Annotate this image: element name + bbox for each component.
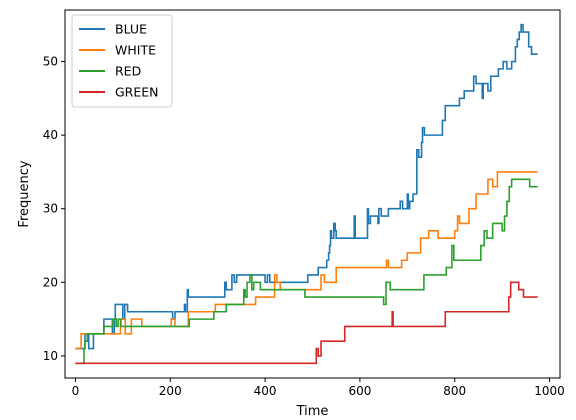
series-layer <box>75 23 538 365</box>
plot-frame <box>64 9 561 379</box>
x-tick-label: 800 <box>443 384 466 398</box>
series-line-red <box>75 178 538 365</box>
series-line-green <box>75 281 538 365</box>
x-tick-label: 0 <box>72 384 80 398</box>
x-axis-label: Time <box>296 404 329 419</box>
x-tick-label: 200 <box>159 384 182 398</box>
y-tick-label: 40 <box>43 128 58 142</box>
legend-label-green: GREEN <box>115 85 159 100</box>
x-tick-label: 1000 <box>534 384 565 398</box>
series-line-blue <box>75 23 538 350</box>
y-tick-label: 50 <box>43 55 58 69</box>
y-tick-label: 30 <box>43 202 58 216</box>
legend-label-blue: BLUE <box>115 22 147 37</box>
x-tick-label: 400 <box>254 384 277 398</box>
y-axis-label: Frequency <box>17 160 32 227</box>
legend: BLUE WHITE RED GREEN <box>71 14 173 108</box>
y-axis: 10 20 30 40 50 <box>43 55 65 363</box>
y-tick-label: 20 <box>43 275 58 289</box>
legend-label-white: WHITE <box>115 43 156 58</box>
legend-box <box>71 14 173 108</box>
x-axis: 0 200 400 600 800 1000 <box>72 378 565 398</box>
legend-label-red: RED <box>115 64 141 79</box>
x-tick-label: 600 <box>348 384 371 398</box>
y-tick-label: 10 <box>43 349 58 363</box>
